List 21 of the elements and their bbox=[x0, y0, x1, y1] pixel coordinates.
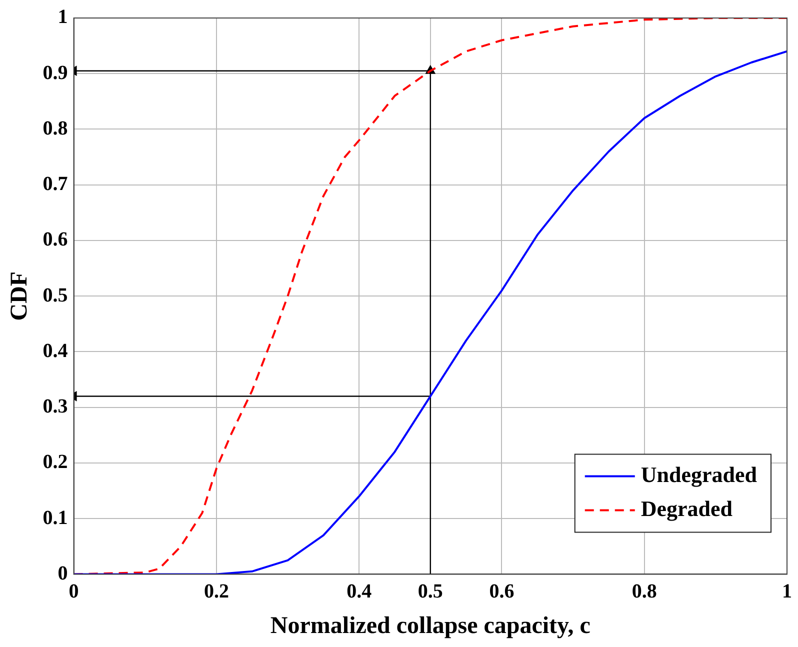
y-tick-label: 0.2 bbox=[42, 451, 68, 474]
y-tick-label: 0.1 bbox=[42, 506, 68, 529]
y-axis-title: CDF bbox=[6, 271, 33, 321]
y-tick-label: 0.6 bbox=[42, 228, 68, 251]
x-tick-label: 0.6 bbox=[489, 580, 514, 602]
x-tick-label: 0.5 bbox=[418, 580, 443, 602]
x-axis-title: Normalized collapse capacity, c bbox=[270, 612, 591, 639]
y-tick-label: 0.5 bbox=[42, 284, 68, 306]
y-tick-label: 0.9 bbox=[42, 62, 68, 84]
x-tick-label: 0.4 bbox=[346, 580, 372, 602]
legend-label: Undegraded bbox=[640, 462, 757, 487]
x-tick-label: 1 bbox=[782, 580, 792, 602]
y-tick-label: 0.8 bbox=[42, 117, 68, 140]
y-tick-label: 0 bbox=[58, 562, 68, 584]
x-tick-label: 0.2 bbox=[204, 580, 229, 602]
y-tick-label: 0.7 bbox=[42, 173, 68, 196]
y-tick-label: 0.3 bbox=[42, 396, 68, 418]
legend-label: Degraded bbox=[640, 496, 733, 521]
y-tick-label: 0.4 bbox=[42, 340, 68, 362]
x-tick-label: 0.8 bbox=[632, 580, 657, 602]
y-tick-label: 1 bbox=[58, 6, 68, 28]
